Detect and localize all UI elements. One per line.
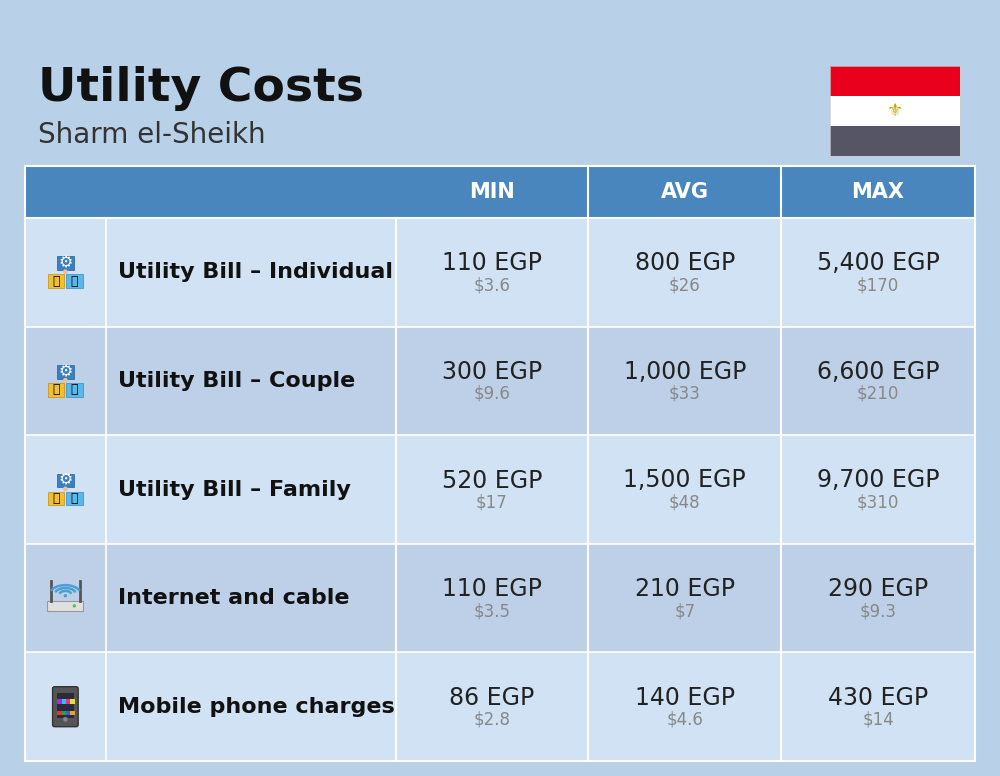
Text: ⚜: ⚜ (887, 102, 903, 120)
Bar (48, 275, 64, 288)
Text: $210: $210 (857, 385, 899, 403)
Bar (57, 699, 62, 704)
Text: 290 EGP: 290 EGP (828, 577, 928, 601)
Text: $3.6: $3.6 (473, 276, 510, 294)
Bar (830, 96, 960, 126)
Bar (66, 492, 83, 505)
Text: ⚙: ⚙ (58, 255, 72, 271)
Text: $7: $7 (674, 602, 695, 620)
Text: 💧: 💧 (71, 492, 78, 505)
Bar (48, 492, 64, 505)
Text: $17: $17 (476, 494, 508, 511)
Text: Mobile phone charges: Mobile phone charges (118, 697, 394, 717)
Text: $26: $26 (669, 276, 701, 294)
Bar (48, 383, 64, 397)
Text: Sharm el-Sheikh: Sharm el-Sheikh (38, 121, 266, 149)
Bar (70, 711, 75, 715)
Bar (62, 711, 66, 715)
Text: $33: $33 (669, 385, 701, 403)
Text: 300 EGP: 300 EGP (442, 360, 542, 384)
Bar (57, 256, 74, 270)
Bar (66, 383, 83, 397)
FancyBboxPatch shape (53, 687, 78, 726)
Text: $3.5: $3.5 (473, 602, 510, 620)
Text: $9.6: $9.6 (473, 385, 510, 403)
Text: 210 EGP: 210 EGP (635, 577, 735, 601)
Text: Utility Bill – Family: Utility Bill – Family (118, 480, 351, 500)
Bar (66, 275, 83, 288)
Bar (62, 699, 66, 704)
Text: 5,400 EGP: 5,400 EGP (817, 251, 939, 275)
Bar (25, 435, 975, 544)
Bar (57, 692, 74, 719)
Bar (66, 711, 70, 715)
Text: $170: $170 (857, 276, 899, 294)
Bar (25, 544, 975, 653)
Circle shape (63, 487, 68, 491)
Bar (25, 218, 975, 327)
Text: 800 EGP: 800 EGP (635, 251, 735, 275)
Bar (57, 711, 62, 715)
Text: ⚙: ⚙ (58, 473, 72, 488)
Circle shape (73, 605, 76, 608)
Text: 9,700 EGP: 9,700 EGP (817, 469, 939, 493)
Text: 🔌: 🔌 (52, 492, 60, 505)
Circle shape (63, 269, 68, 274)
Text: 1,000 EGP: 1,000 EGP (624, 360, 746, 384)
Circle shape (63, 378, 68, 383)
Text: MAX: MAX (852, 182, 905, 202)
Circle shape (64, 594, 67, 598)
Text: 🔌: 🔌 (52, 275, 60, 288)
Text: 💧: 💧 (71, 383, 78, 397)
Text: 💧: 💧 (71, 275, 78, 288)
Text: Utility Bill – Couple: Utility Bill – Couple (118, 371, 355, 391)
Bar (830, 66, 960, 96)
Text: $14: $14 (862, 711, 894, 729)
Bar (25, 327, 975, 435)
Text: 430 EGP: 430 EGP (828, 686, 928, 710)
Text: 6,600 EGP: 6,600 EGP (817, 360, 939, 384)
Bar (25, 653, 975, 761)
Text: Internet and cable: Internet and cable (118, 588, 349, 608)
Text: 1,500 EGP: 1,500 EGP (623, 469, 746, 493)
Bar (70, 699, 75, 704)
Text: 140 EGP: 140 EGP (635, 686, 735, 710)
Text: 110 EGP: 110 EGP (442, 251, 542, 275)
Text: AVG: AVG (661, 182, 709, 202)
Bar (57, 473, 74, 487)
Text: $48: $48 (669, 494, 701, 511)
Text: $2.8: $2.8 (473, 711, 510, 729)
Bar (47, 601, 83, 611)
Text: 110 EGP: 110 EGP (442, 577, 542, 601)
Text: 520 EGP: 520 EGP (442, 469, 542, 493)
Bar (830, 66, 960, 156)
Bar (25, 166, 975, 218)
Text: Utility Costs: Utility Costs (38, 66, 364, 111)
Text: ⚙: ⚙ (58, 364, 72, 379)
Text: $310: $310 (857, 494, 899, 511)
Bar (57, 365, 74, 379)
Text: MIN: MIN (469, 182, 515, 202)
Text: $9.3: $9.3 (860, 602, 897, 620)
Text: Utility Bill – Individual: Utility Bill – Individual (118, 262, 393, 282)
Text: 86 EGP: 86 EGP (449, 686, 535, 710)
Bar (66, 699, 70, 704)
Bar (830, 126, 960, 156)
Circle shape (63, 717, 68, 722)
Text: 🔌: 🔌 (52, 383, 60, 397)
Text: $4.6: $4.6 (666, 711, 703, 729)
Bar (25, 166, 975, 761)
